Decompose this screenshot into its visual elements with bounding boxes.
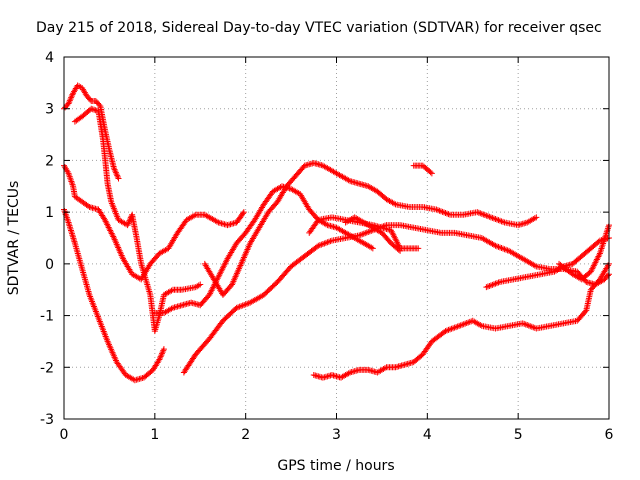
series-arc-1: [61, 82, 122, 182]
chart-title: Day 215 of 2018, Sidereal Day-to-day VTE…: [36, 20, 602, 36]
series-arc-3: [61, 162, 247, 283]
data-point: [65, 100, 72, 107]
y-tick-label: 2: [45, 153, 54, 169]
data-point: [88, 105, 95, 112]
data-point: [69, 91, 76, 98]
y-tick-label: 3: [45, 102, 54, 118]
data-point: [604, 272, 611, 279]
data-point: [158, 350, 165, 357]
y-tick-label: -3: [40, 412, 54, 428]
data-point: [125, 220, 132, 227]
data-point: [68, 94, 75, 101]
y-tick-label: 1: [45, 205, 54, 221]
data-point: [415, 245, 422, 252]
data-point: [124, 222, 131, 229]
data-point: [96, 101, 103, 108]
data-point: [395, 246, 402, 253]
data-point: [158, 352, 165, 359]
data-point: [66, 99, 73, 106]
data-point: [111, 166, 118, 173]
series-arc-9: [310, 260, 612, 381]
data-point: [87, 96, 94, 103]
data-point: [369, 245, 376, 252]
data-point: [157, 355, 164, 362]
series-arc-6: [201, 160, 540, 298]
x-tick-label: 2: [241, 427, 250, 443]
x-tick-label: 1: [150, 427, 159, 443]
data-point: [397, 247, 404, 254]
series-arc-11: [342, 214, 404, 254]
series-arc-2: [71, 105, 204, 335]
x-tick-label: 5: [514, 427, 523, 443]
data-point: [240, 209, 247, 216]
series-arc-5: [151, 183, 376, 316]
data-point: [110, 165, 117, 172]
data-point: [114, 172, 121, 179]
series-arc-4: [61, 206, 167, 384]
y-tick-label: 4: [45, 50, 54, 66]
data-points: [61, 82, 612, 384]
data-point: [428, 170, 435, 177]
data-point: [67, 96, 74, 103]
data-point: [239, 210, 246, 217]
data-point: [113, 171, 120, 178]
data-point: [427, 169, 434, 176]
series-arc-10: [410, 162, 435, 177]
axis-ticks: 0 1 2 3 4 5 6 -3 -2 -1 0 1 2 3 4: [40, 50, 614, 443]
x-tick-label: 6: [605, 427, 614, 443]
data-point: [125, 219, 132, 226]
x-tick-label: 0: [60, 427, 69, 443]
data-point: [84, 202, 91, 209]
data-point: [160, 346, 167, 353]
data-point: [112, 168, 119, 175]
y-axis-label: SDTVAR / TECUs: [6, 181, 22, 296]
data-point: [157, 353, 164, 360]
data-point: [68, 93, 75, 100]
x-tick-label: 4: [423, 427, 432, 443]
y-tick-label: 0: [45, 257, 54, 273]
data-point: [89, 106, 96, 113]
data-point: [92, 107, 99, 114]
data-point: [197, 281, 204, 288]
data-point: [533, 214, 540, 221]
data-point: [156, 356, 163, 363]
grid-lines: [64, 57, 609, 419]
series-arc-13: [556, 222, 612, 283]
x-tick-label: 3: [332, 427, 341, 443]
y-tick-label: -2: [40, 360, 54, 376]
data-point: [160, 347, 167, 354]
data-point: [582, 308, 589, 315]
data-point: [114, 174, 121, 181]
data-point: [112, 169, 119, 176]
x-axis-label: GPS time / hours: [277, 458, 394, 474]
y-tick-label: -1: [40, 309, 54, 325]
data-point: [115, 175, 122, 182]
data-point: [91, 106, 98, 113]
data-point: [126, 217, 133, 224]
data-point: [66, 97, 73, 104]
data-point: [159, 349, 166, 356]
